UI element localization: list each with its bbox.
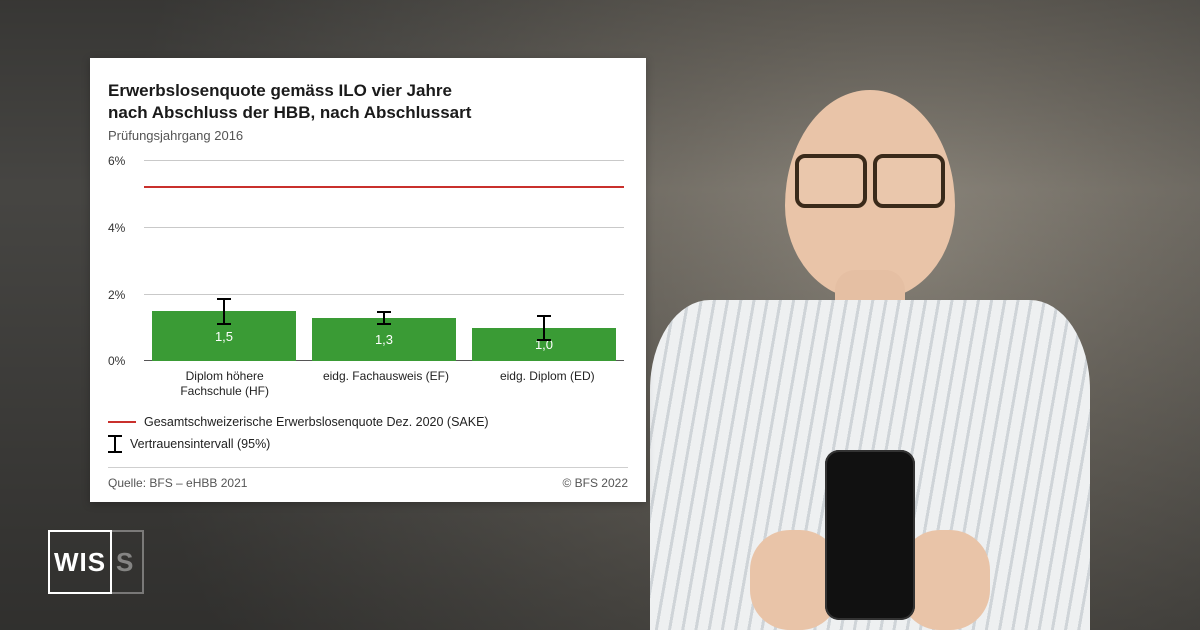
y-tick-label: 4% — [108, 221, 125, 235]
confidence-interval — [383, 311, 385, 324]
wiss-logo: WIS S — [48, 530, 144, 594]
chart-title: Erwerbslosenquote gemäss ILO vier Jahre … — [108, 80, 628, 124]
chart-legend: Gesamtschweizerische Erwerbslosenquote D… — [108, 415, 628, 453]
confidence-interval — [223, 298, 225, 325]
bar-value-label: 1,3 — [375, 332, 393, 347]
x-tick-label: eidg. Fachausweis (EF) — [313, 369, 458, 399]
chart-subtitle: Prüfungsjahrgang 2016 — [108, 128, 628, 143]
bar-value-label: 1,5 — [215, 329, 233, 344]
bar-column: 1,3 — [312, 161, 456, 361]
reference-line-swatch — [108, 421, 136, 423]
ci-swatch — [108, 435, 122, 453]
chart-x-labels: Diplom höhereFachschule (HF) eidg. Fachau… — [144, 369, 628, 399]
y-tick-label: 2% — [108, 288, 125, 302]
chart-card: Erwerbslosenquote gemäss ILO vier Jahre … — [90, 58, 646, 502]
chart-footer: Quelle: BFS – eHBB 2021 © BFS 2022 — [108, 476, 628, 490]
y-tick-label: 6% — [108, 154, 125, 168]
source-text: Quelle: BFS – eHBB 2021 — [108, 476, 247, 490]
logo-left: WIS — [48, 530, 112, 594]
x-tick-label: Diplom höhereFachschule (HF) — [152, 369, 297, 399]
confidence-interval — [543, 315, 545, 342]
y-tick-label: 0% — [108, 354, 125, 368]
divider — [108, 467, 628, 468]
reference-line-label: Gesamtschweizerische Erwerbslosenquote D… — [144, 415, 489, 429]
ci-label: Vertrauensintervall (95%) — [130, 437, 270, 451]
x-tick-label: eidg. Diplom (ED) — [475, 369, 620, 399]
chart-plot-area: 1,51,31,0 0%2%4%6% — [108, 161, 628, 361]
bar-column: 1,0 — [472, 161, 616, 361]
copyright-text: © BFS 2022 — [562, 476, 628, 490]
logo-right: S — [112, 530, 144, 594]
bar-column: 1,5 — [152, 161, 296, 361]
